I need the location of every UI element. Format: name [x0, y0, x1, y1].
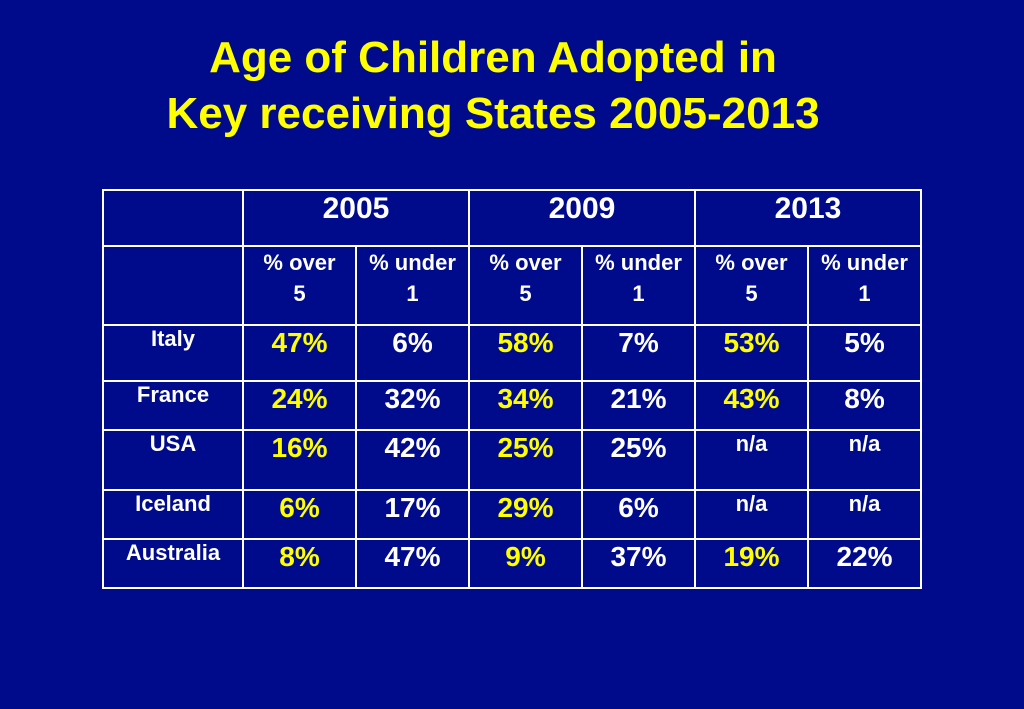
value-cell: 6% — [581, 489, 696, 540]
title-line-1: Age of Children Adopted in — [209, 33, 777, 82]
corner-cell — [102, 189, 244, 247]
year-header-row: 2005 2009 2013 — [102, 189, 922, 247]
subheader-over-5: % over 5 — [468, 245, 583, 326]
value-cell: 42% — [355, 429, 470, 491]
value-cell: 17% — [355, 489, 470, 540]
country-label: Australia — [102, 538, 244, 589]
value-cell: 8% — [242, 538, 357, 589]
country-label: France — [102, 380, 244, 431]
table-row: Australia 8% 47% 9% 37% 19% 22% — [102, 538, 922, 589]
value-cell: 8% — [807, 380, 922, 431]
value-cell: 6% — [242, 489, 357, 540]
page-title: Age of Children Adopted in Key receiving… — [0, 30, 986, 142]
subheader-under-1: % under 1 — [581, 245, 696, 326]
value-cell: 24% — [242, 380, 357, 431]
value-cell-na: n/a — [694, 429, 809, 491]
year-header-2009: 2009 — [468, 189, 696, 247]
adoption-age-table: 2005 2009 2013 % over 5 % under 1 % over 5 … — [102, 189, 922, 589]
title-line-2: Key receiving States 2005-2013 — [166, 89, 820, 138]
table-row: Iceland 6% 17% 29% 6% n/a n/a — [102, 489, 922, 540]
value-cell: 25% — [581, 429, 696, 491]
value-cell-na: n/a — [807, 429, 922, 491]
table-row: France 24% 32% 34% 21% 43% 8% — [102, 380, 922, 431]
subheader-over-5: % over 5 — [242, 245, 357, 326]
value-cell: 53% — [694, 324, 809, 382]
value-cell: 37% — [581, 538, 696, 589]
value-cell: 58% — [468, 324, 583, 382]
value-cell: 6% — [355, 324, 470, 382]
country-label: USA — [102, 429, 244, 491]
country-label: Italy — [102, 324, 244, 382]
table-row: Italy 47% 6% 58% 7% 53% 5% — [102, 324, 922, 382]
value-cell: 43% — [694, 380, 809, 431]
country-label: Iceland — [102, 489, 244, 540]
value-cell: 9% — [468, 538, 583, 589]
value-cell-na: n/a — [694, 489, 809, 540]
value-cell: 29% — [468, 489, 583, 540]
value-cell: 5% — [807, 324, 922, 382]
value-cell: 22% — [807, 538, 922, 589]
value-cell: 7% — [581, 324, 696, 382]
table-row: USA 16% 42% 25% 25% n/a n/a — [102, 429, 922, 491]
value-cell: 19% — [694, 538, 809, 589]
value-cell: 32% — [355, 380, 470, 431]
value-cell: 21% — [581, 380, 696, 431]
subheader-corner-cell — [102, 245, 244, 326]
value-cell: 16% — [242, 429, 357, 491]
value-cell: 47% — [355, 538, 470, 589]
value-cell: 47% — [242, 324, 357, 382]
value-cell: 25% — [468, 429, 583, 491]
year-header-2005: 2005 — [242, 189, 470, 247]
subheader-over-5: % over 5 — [694, 245, 809, 326]
value-cell: 34% — [468, 380, 583, 431]
value-cell-na: n/a — [807, 489, 922, 540]
year-header-2013: 2013 — [694, 189, 922, 247]
subheader-under-1: % under 1 — [807, 245, 922, 326]
subheader-row: % over 5 % under 1 % over 5 % under 1 % over… — [102, 245, 922, 326]
subheader-under-1: % under 1 — [355, 245, 470, 326]
